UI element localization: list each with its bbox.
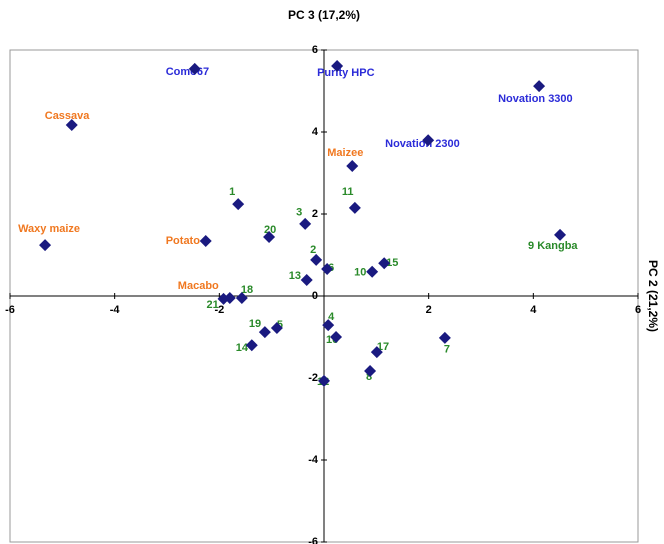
point: [533, 80, 546, 93]
point-label: 15: [386, 257, 398, 269]
point: [370, 346, 383, 359]
point-label: 4: [328, 311, 335, 323]
point: [235, 292, 248, 305]
point: [217, 292, 230, 305]
point: [258, 326, 271, 339]
point-label: Maizee: [327, 147, 363, 159]
point-label: Novation 2300: [385, 138, 460, 150]
point-label: Cassava: [45, 110, 91, 122]
x-tick-label: -2: [214, 304, 224, 316]
point-label: 9 Kangba: [528, 240, 578, 252]
point-label: 2: [310, 244, 316, 256]
point-label: 20: [264, 224, 276, 236]
y-tick-label: -6: [308, 536, 318, 544]
point-label: 7: [444, 344, 450, 356]
point-label: Macabo: [178, 280, 219, 292]
y-tick-label: 6: [312, 44, 318, 56]
point: [310, 253, 323, 266]
point: [422, 134, 435, 147]
point: [331, 59, 344, 72]
point: [39, 239, 52, 252]
point-label: 19: [249, 318, 261, 330]
x-tick-label: 6: [635, 304, 641, 316]
point: [554, 228, 567, 241]
point: [378, 257, 391, 270]
point: [330, 331, 343, 343]
point: [270, 321, 283, 334]
point: [232, 198, 245, 211]
point-label: 10: [354, 267, 366, 279]
point: [321, 262, 334, 275]
point-label: 5: [277, 319, 283, 331]
point: [188, 62, 201, 75]
point: [348, 201, 361, 214]
point-label: Como67: [166, 66, 209, 78]
x-tick-label: -4: [110, 304, 121, 316]
point: [199, 235, 212, 248]
point-label: 11: [342, 186, 354, 198]
point-label: Potato: [166, 235, 201, 247]
x-tick-label: -6: [5, 304, 15, 316]
point-label: 21: [207, 299, 219, 311]
point: [438, 331, 451, 344]
point-label: 8: [366, 371, 372, 383]
point: [318, 374, 330, 387]
point: [263, 230, 276, 243]
point: [245, 339, 258, 352]
point: [366, 265, 379, 278]
y-tick-label: 4: [312, 126, 319, 138]
chart-title: PC 3 (17,2%): [288, 8, 360, 22]
point-label: Waxy maize: [18, 223, 80, 235]
point: [65, 119, 78, 132]
point: [346, 160, 359, 173]
point: [364, 365, 377, 378]
point-label: 18: [241, 284, 253, 296]
point-label: 14: [236, 342, 249, 354]
x-tick-label: 2: [426, 304, 432, 316]
y-axis-label: PC 2 (21,2%): [646, 260, 660, 332]
point: [300, 274, 313, 287]
y-tick-label: 0: [312, 290, 318, 302]
point-label: Purity HPC: [317, 67, 375, 79]
x-tick-label: 4: [530, 304, 537, 316]
point-label: 3: [296, 207, 302, 219]
y-tick-label: -2: [308, 372, 318, 384]
point-label: Novation 3300: [498, 93, 573, 105]
point: [322, 319, 335, 332]
y-tick-label: -4: [308, 454, 319, 466]
point-label: 1: [229, 186, 235, 198]
point-label: 13: [289, 270, 301, 282]
point: [299, 217, 312, 230]
y-tick-label: 2: [312, 208, 318, 220]
